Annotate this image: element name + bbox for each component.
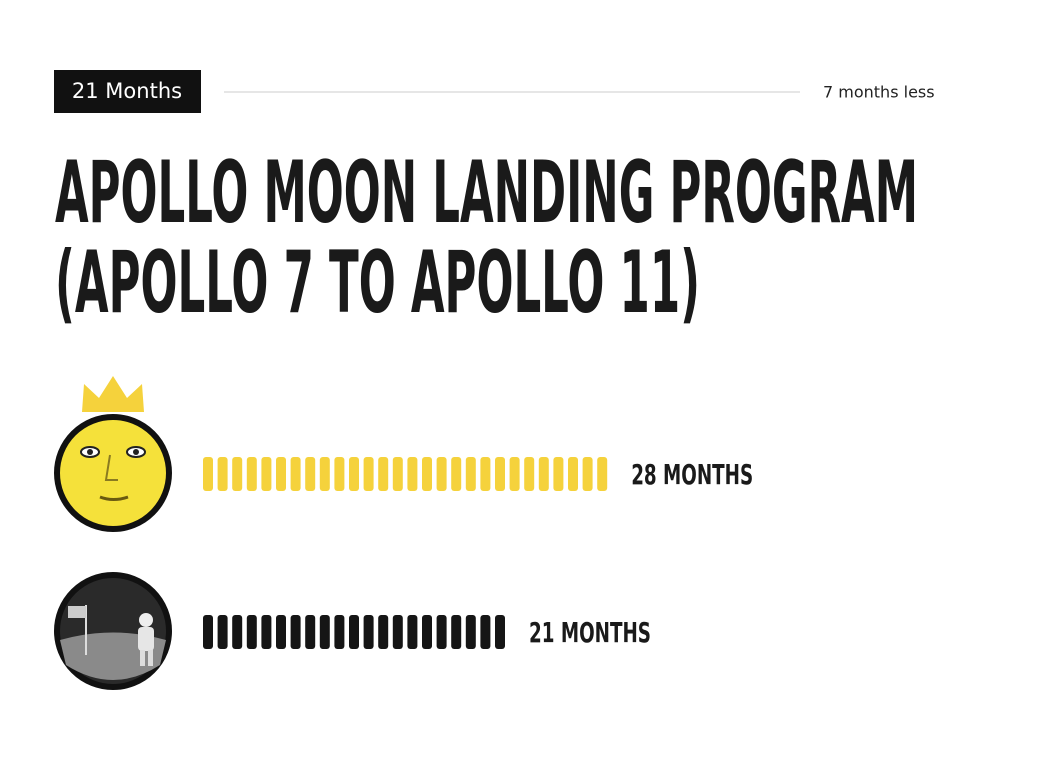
bar-segment — [524, 457, 535, 491]
bar-segment — [261, 615, 272, 649]
bar-segment — [378, 457, 389, 491]
bar-segment — [305, 457, 316, 491]
bar-segment — [203, 615, 213, 649]
astronaut — [138, 613, 154, 666]
bar-segment — [276, 615, 286, 649]
bar-segment — [553, 457, 564, 491]
bar-segment — [378, 615, 389, 649]
bar-segment — [261, 457, 272, 491]
bar-segment — [597, 457, 608, 491]
bar-segment — [407, 457, 418, 491]
face — [80, 446, 146, 501]
bar-segment — [392, 457, 403, 491]
bar-segment — [319, 457, 330, 491]
crown — [82, 376, 144, 412]
bar-segment — [392, 615, 403, 649]
bar-segment — [203, 457, 213, 491]
bar-segment — [334, 457, 345, 491]
badge-text: 21 Months — [72, 79, 182, 103]
bar-segment — [582, 457, 593, 491]
bar-segment — [232, 615, 243, 649]
bar-segment — [246, 615, 257, 649]
segmented-bar — [203, 615, 505, 649]
flag — [68, 606, 86, 618]
bar-segment — [363, 457, 374, 491]
bar-segment — [334, 615, 345, 649]
segmented-bar — [203, 457, 608, 491]
bar-segment — [451, 615, 462, 649]
bar-segment — [480, 457, 491, 491]
bar-segment — [495, 457, 505, 491]
row-label: 21 MONTHS — [529, 616, 651, 649]
bar-segment — [246, 457, 257, 491]
title-line: (APOLLO 7 TO APOLLO 11) — [55, 233, 700, 333]
bar-segment — [217, 615, 228, 649]
bar-segment — [509, 457, 520, 491]
bar-segment — [465, 615, 476, 649]
bar-segment — [568, 457, 578, 491]
bar-segment — [232, 457, 243, 491]
bar-segment — [407, 615, 418, 649]
bar-segment — [465, 457, 476, 491]
avatar — [54, 414, 172, 532]
row-label: 28 MONTHS — [631, 458, 753, 491]
bar-segment — [290, 457, 301, 491]
bar-segment — [349, 615, 359, 649]
bar-segment — [422, 457, 432, 491]
badge — [54, 70, 201, 113]
bar-segment — [451, 457, 462, 491]
bar-segment — [217, 457, 228, 491]
bar-segment — [480, 615, 491, 649]
bar-segment — [349, 457, 359, 491]
bar-segment — [538, 457, 549, 491]
bar-segment — [305, 615, 316, 649]
bar-segment — [436, 457, 447, 491]
difference-note: 7 months less — [823, 83, 935, 102]
bar-segment — [422, 615, 432, 649]
bar-segment — [363, 615, 374, 649]
bar-segment — [495, 615, 505, 649]
bar-segment — [436, 615, 447, 649]
title-line: APOLLO MOON LANDING PROGRAM — [55, 143, 918, 243]
bar-segment — [290, 615, 301, 649]
bar-segment — [276, 457, 286, 491]
bar-segment — [319, 615, 330, 649]
